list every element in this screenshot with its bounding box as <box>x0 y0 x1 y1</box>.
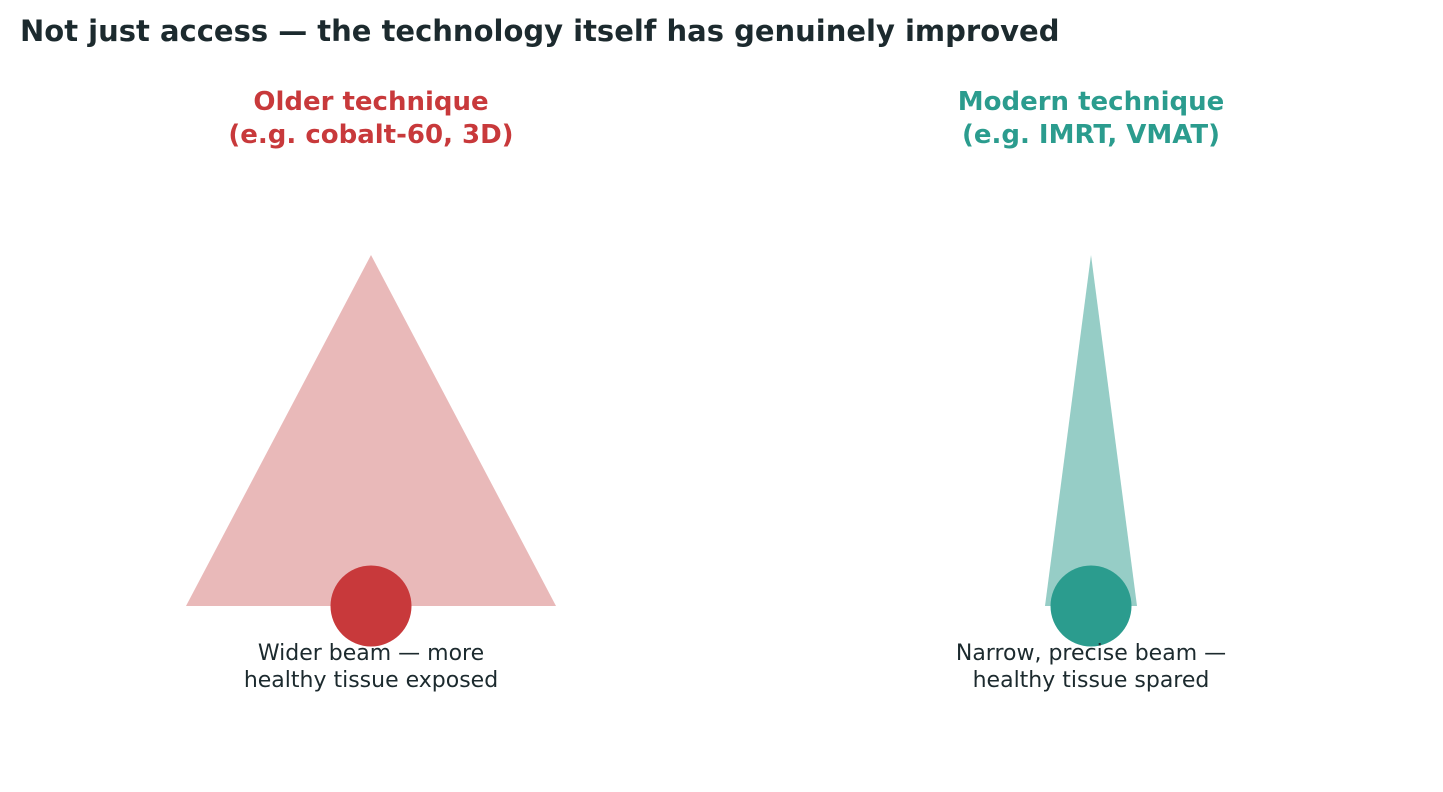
older-technique-caption: Wider beam — more healthy tissue exposed <box>111 640 631 694</box>
modern-technique-heading: Modern technique (e.g. IMRT, VMAT) <box>831 86 1351 152</box>
modern-technique-caption: Narrow, precise beam — healthy tissue sp… <box>831 640 1351 694</box>
narrow-beam-icon <box>1045 255 1137 606</box>
older-technique-label: Older technique <box>253 87 489 117</box>
older-caption-line-2: healthy tissue exposed <box>243 668 499 693</box>
modern-caption-line-1: Narrow, precise beam — <box>955 641 1227 666</box>
older-caption-line-1: Wider beam — more <box>257 641 485 666</box>
tumor-target-icon <box>1050 565 1132 647</box>
modern-technique-label: Modern technique <box>957 87 1225 117</box>
modern-caption-line-2: healthy tissue spared <box>972 668 1210 693</box>
modern-technique-examples: (e.g. IMRT, VMAT) <box>961 120 1220 150</box>
older-technique-heading: Older technique (e.g. cobalt-60, 3D) <box>111 86 631 152</box>
tumor-target-icon <box>330 565 412 647</box>
older-technique-examples: (e.g. cobalt-60, 3D) <box>228 120 514 150</box>
wide-beam-icon <box>186 255 556 606</box>
page-title: Not just access — the technology itself … <box>20 14 1060 48</box>
